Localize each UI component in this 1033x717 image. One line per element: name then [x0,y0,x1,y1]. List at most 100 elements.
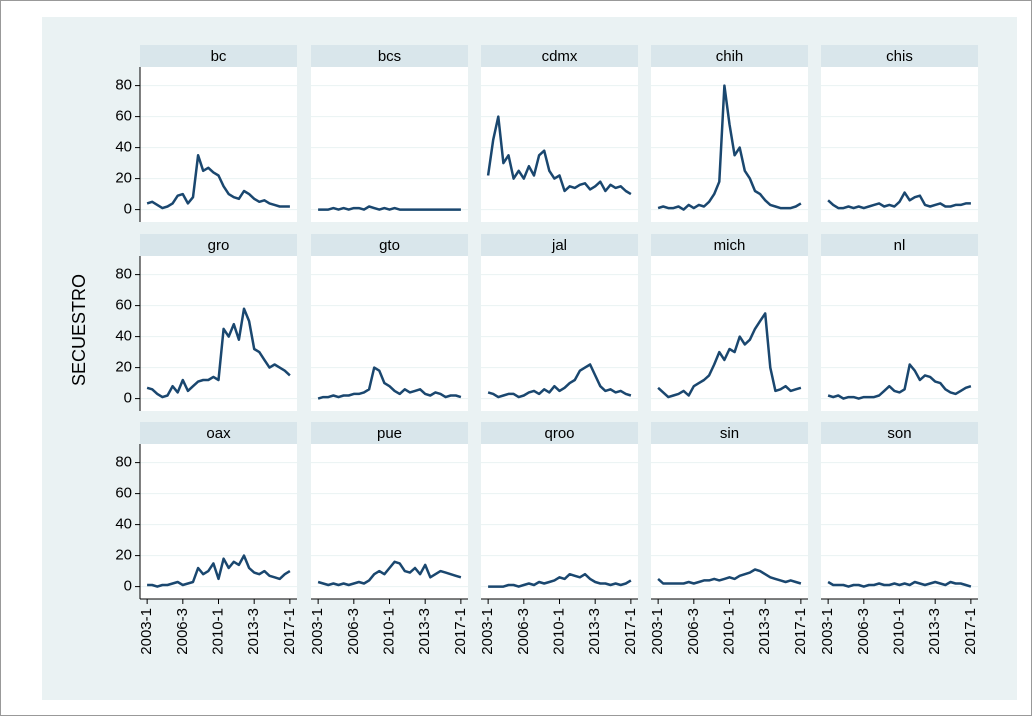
plot-area [140,444,297,599]
x-tick-label: 2003-1 [138,608,155,655]
panel-title: chih [716,48,744,65]
x-tick-label: 2006-3 [174,608,191,655]
plot-area [821,444,978,599]
x-tick-label: 2017-1 [792,608,809,655]
series-line [147,554,291,588]
series-line [486,115,632,196]
x-tick-label: 2010-1 [720,608,737,655]
panel-title: bcs [378,48,401,65]
y-tick-label: 60 [115,108,132,125]
y-tick-label: 20 [115,359,132,376]
y-tick-label: 80 [115,454,132,471]
series-line [318,205,461,211]
strip [481,234,638,256]
series-line [827,580,972,588]
panel-title: bc [211,48,227,65]
series-line [657,312,802,399]
series-line [487,363,632,399]
panel-title: chis [886,48,913,65]
plot-area [481,444,638,599]
plot-area [140,67,297,222]
plot-area [481,67,638,222]
y-tick-label: 80 [115,77,132,94]
x-tick-label: 2013-3 [245,608,262,655]
panel-title: sin [720,425,739,442]
plot-area [651,444,808,599]
x-tick-label: 2010-1 [380,608,397,655]
y-tick-label: 60 [115,485,132,502]
x-tick-label: 2003-1 [309,608,326,655]
plot-area [311,67,468,222]
strip [311,422,468,444]
x-tick-label: 2017-1 [452,608,469,655]
panel-title: mich [714,237,746,254]
strip [651,45,808,67]
x-tick-label: 2017-1 [962,608,979,655]
strip [481,422,638,444]
y-tick-label: 40 [115,139,132,156]
x-tick-label: 2006-3 [685,608,702,655]
strip [140,234,297,256]
panel-title: nl [894,237,906,254]
x-tick-label: 2010-1 [890,608,907,655]
series-line [317,560,462,587]
series-line [146,307,291,399]
series-line [657,568,802,585]
x-tick-label: 2013-3 [586,608,603,655]
panel-title: son [887,425,911,442]
x-tick-label: 2003-1 [819,608,836,655]
series-line [488,572,632,588]
plot-area [481,256,638,411]
panel-title: cdmx [542,48,578,65]
panel-title: gto [379,237,400,254]
strip [821,422,978,444]
y-tick-label: 0 [124,390,132,407]
y-tick-label: 0 [124,578,132,595]
plot-area [140,256,297,411]
x-tick-label: 2006-3 [515,608,532,655]
y-tick-label: 0 [124,201,132,218]
panel-title: jal [551,237,567,254]
x-tick-label: 2010-1 [550,608,567,655]
y-tick-label: 60 [115,297,132,314]
panel-title: oax [206,425,231,442]
x-tick-label: 2003-1 [479,608,496,655]
y-tick-label: 40 [115,328,132,345]
strip [821,234,978,256]
x-tick-label: 2017-1 [622,608,639,655]
plot-area [651,67,808,222]
x-tick-label: 2006-3 [855,608,872,655]
strip [311,234,468,256]
y-axis-label: SECUESTRO [69,274,89,386]
strip [140,45,297,67]
strip [651,234,808,256]
plot-area [311,444,468,599]
plot-area [821,256,978,411]
panel-title: qroo [544,425,574,442]
strip [481,45,638,67]
y-tick-label: 80 [115,266,132,283]
x-tick-label: 2017-1 [281,608,298,655]
y-tick-label: 40 [115,516,132,533]
x-tick-label: 2006-3 [345,608,362,655]
strip [821,45,978,67]
series-line [827,363,972,400]
x-tick-label: 2013-3 [926,608,943,655]
x-tick-label: 2013-3 [756,608,773,655]
x-tick-label: 2013-3 [416,608,433,655]
x-tick-label: 2003-1 [649,608,666,655]
series-line [317,366,462,400]
x-tick-label: 2010-1 [209,608,226,655]
series-line [146,154,290,210]
plot-area [651,256,808,411]
y-tick-label: 20 [115,547,132,564]
plot-area [821,67,978,222]
panel-title: gro [208,237,230,254]
series-line [827,191,971,210]
strip [651,422,808,444]
y-tick-label: 20 [115,170,132,187]
strip [311,45,468,67]
series-line [657,84,802,211]
strip [140,422,297,444]
